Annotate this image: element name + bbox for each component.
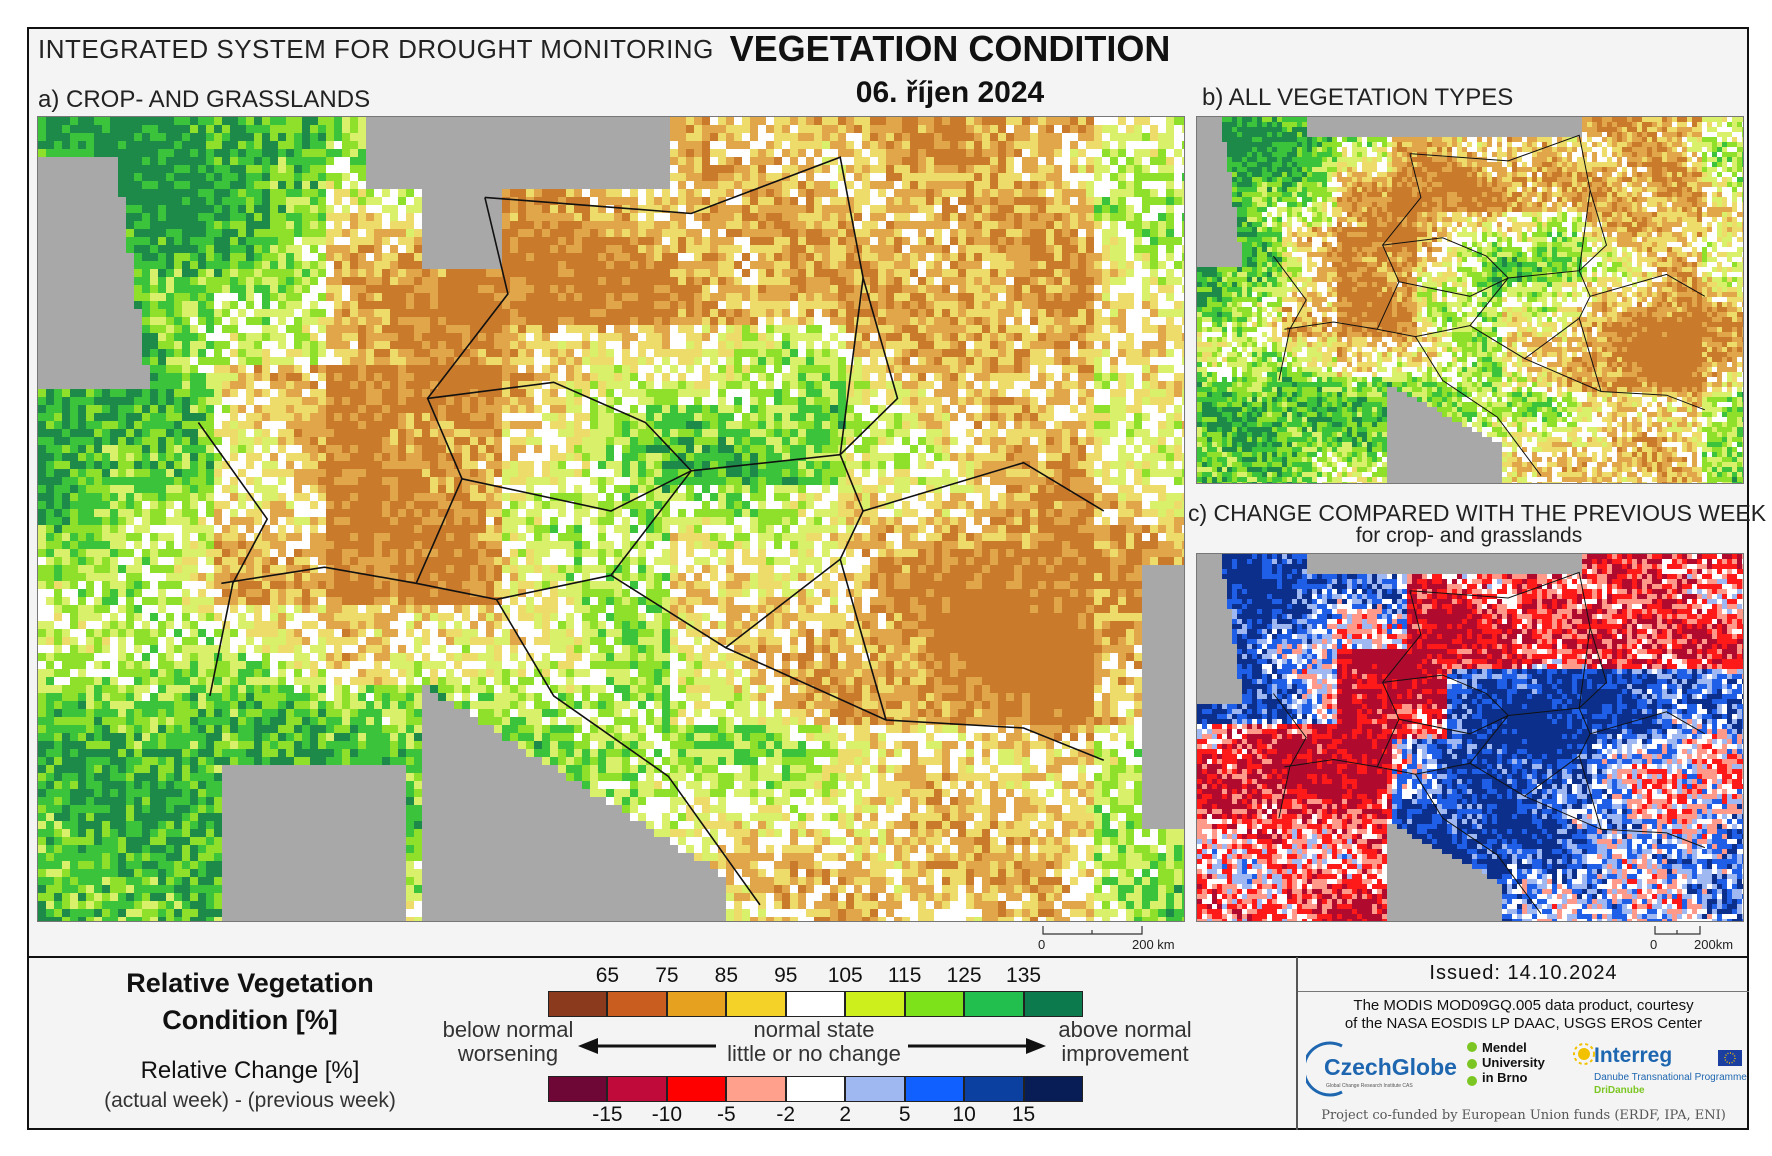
right-arrow <box>906 1036 1046 1056</box>
map-panel-c <box>1196 553 1744 922</box>
condition-swatch <box>905 991 964 1017</box>
panel-b-label: b) ALL VEGETATION TYPES <box>1202 84 1722 112</box>
weekly-change-map <box>1197 554 1743 921</box>
map-raster <box>1197 554 1743 921</box>
legend-change-title: Relative Change [%] <box>60 1057 440 1085</box>
change-tick-label: -15 <box>587 1103 627 1127</box>
little-change-text: little or no change <box>714 1042 914 1066</box>
left-arrow <box>578 1036 718 1056</box>
vegetation-condition-map <box>38 117 1184 921</box>
panel-c-label: c) CHANGE COMPARED WITH THE PREVIOUS WEE… <box>1188 500 1766 527</box>
condition-swatch <box>845 991 904 1017</box>
condition-swatch <box>786 991 845 1017</box>
condition-tick-label: 65 <box>587 964 627 988</box>
change-swatch <box>905 1076 964 1102</box>
czechglobe-subtext: Global Change Research Institute CAS <box>1326 1083 1413 1089</box>
condition-colorbar <box>548 991 1083 1017</box>
normal-state-text: normal state <box>714 1018 914 1042</box>
change-swatch <box>667 1076 726 1102</box>
condition-swatch <box>726 991 785 1017</box>
condition-swatch <box>548 991 607 1017</box>
change-tick-label: -5 <box>706 1103 746 1127</box>
legend-condition-title-2: Condition [%] <box>60 1005 440 1036</box>
scale-bar-a-graphic <box>1042 926 1152 936</box>
change-tick-label: 15 <box>1004 1103 1044 1127</box>
map-raster <box>1197 117 1743 483</box>
page-title: VEGETATION CONDITION <box>560 28 1340 70</box>
condition-ticks: 65 75 85 95 105 115 125 135 <box>548 964 1088 990</box>
condition-swatch <box>667 991 726 1017</box>
above-normal-text: above normal <box>1050 1018 1200 1042</box>
all-vegetation-map <box>1197 117 1743 483</box>
interreg-logo: Interreg Danube Transnational Programme … <box>1570 1040 1745 1098</box>
issued-date: Issued: 14.10.2024 <box>1298 962 1749 985</box>
map-raster <box>38 117 1184 921</box>
scale-b-end: 200km <box>1694 937 1733 952</box>
data-credit: The MODIS MOD09GQ.005 data product, cour… <box>1298 997 1749 1033</box>
interreg-subtext-1: Danube Transnational Programme <box>1594 1072 1747 1083</box>
scale-bar-b: 0 200km <box>1650 926 1742 942</box>
czechglobe-logo: CzechGlobe Global Change Research Instit… <box>1306 1040 1466 1098</box>
interreg-text: Interreg <box>1594 1044 1672 1068</box>
map-panel-a <box>37 116 1185 922</box>
change-swatch <box>607 1076 666 1102</box>
map-panel-b <box>1196 116 1744 484</box>
scale-bar-b-graphic <box>1654 926 1746 936</box>
condition-swatch <box>607 991 666 1017</box>
credit-line-1: The MODIS MOD09GQ.005 data product, cour… <box>1298 997 1749 1015</box>
change-swatch <box>548 1076 607 1102</box>
change-swatch <box>1024 1076 1083 1102</box>
panel-c-sublabel: for crop- and grasslands <box>1196 524 1742 548</box>
mendel-text: Mendel University in Brno <box>1482 1040 1560 1085</box>
change-swatch <box>964 1076 1023 1102</box>
mendel-logo: Mendel University in Brno <box>1466 1040 1562 1096</box>
worsening-text: worsening <box>440 1042 576 1066</box>
cofund-note: Project co-funded by European Union fund… <box>1298 1108 1749 1123</box>
condition-tick-label: 105 <box>825 964 865 988</box>
improvement-text: improvement <box>1050 1042 1200 1066</box>
czechglobe-text: CzechGlobe <box>1324 1054 1457 1081</box>
panel-a-label: a) CROP- AND GRASSLANDS <box>38 86 370 114</box>
credit-line-2: of the NASA EOSDIS LP DAAC, USGS EROS Ce… <box>1298 1015 1749 1033</box>
below-normal-label: below normal worsening <box>440 1018 576 1066</box>
condition-swatch <box>1024 991 1083 1017</box>
change-tick-label: -10 <box>647 1103 687 1127</box>
legend-divider <box>27 956 1749 958</box>
change-tick-label: 2 <box>825 1103 865 1127</box>
condition-tick-label: 85 <box>706 964 746 988</box>
legend-change-subtitle: (actual week) - (previous week) <box>60 1089 440 1113</box>
condition-tick-label: 115 <box>885 964 925 988</box>
eu-flag-icon <box>1718 1050 1742 1066</box>
change-tick-label: 5 <box>885 1103 925 1127</box>
interreg-subtext-2: DriDanube <box>1594 1085 1645 1096</box>
change-swatch <box>786 1076 845 1102</box>
condition-tick-label: 125 <box>944 964 984 988</box>
change-ticks: -15 -10 -5 -2 2 5 10 15 <box>548 1103 1088 1129</box>
change-tick-label: 10 <box>944 1103 984 1127</box>
change-swatch <box>845 1076 904 1102</box>
scale-bar-a: 0 200 km <box>1038 926 1148 942</box>
normal-state-label: normal state little or no change <box>714 1018 914 1066</box>
condition-tick-label: 95 <box>766 964 806 988</box>
scale-a-end: 200 km <box>1132 937 1175 952</box>
condition-swatch <box>964 991 1023 1017</box>
condition-tick-label: 75 <box>647 964 687 988</box>
above-normal-label: above normal improvement <box>1050 1018 1200 1066</box>
scale-a-zero: 0 <box>1038 937 1045 952</box>
mendel-dots <box>1466 1040 1480 1096</box>
legend-condition-title-1: Relative Vegetation <box>60 968 440 999</box>
scale-b-zero: 0 <box>1650 937 1657 952</box>
change-swatch <box>726 1076 785 1102</box>
issued-divider <box>1298 991 1749 992</box>
below-normal-text: below normal <box>440 1018 576 1042</box>
change-colorbar <box>548 1076 1083 1102</box>
condition-tick-label: 135 <box>1004 964 1044 988</box>
change-tick-label: -2 <box>766 1103 806 1127</box>
